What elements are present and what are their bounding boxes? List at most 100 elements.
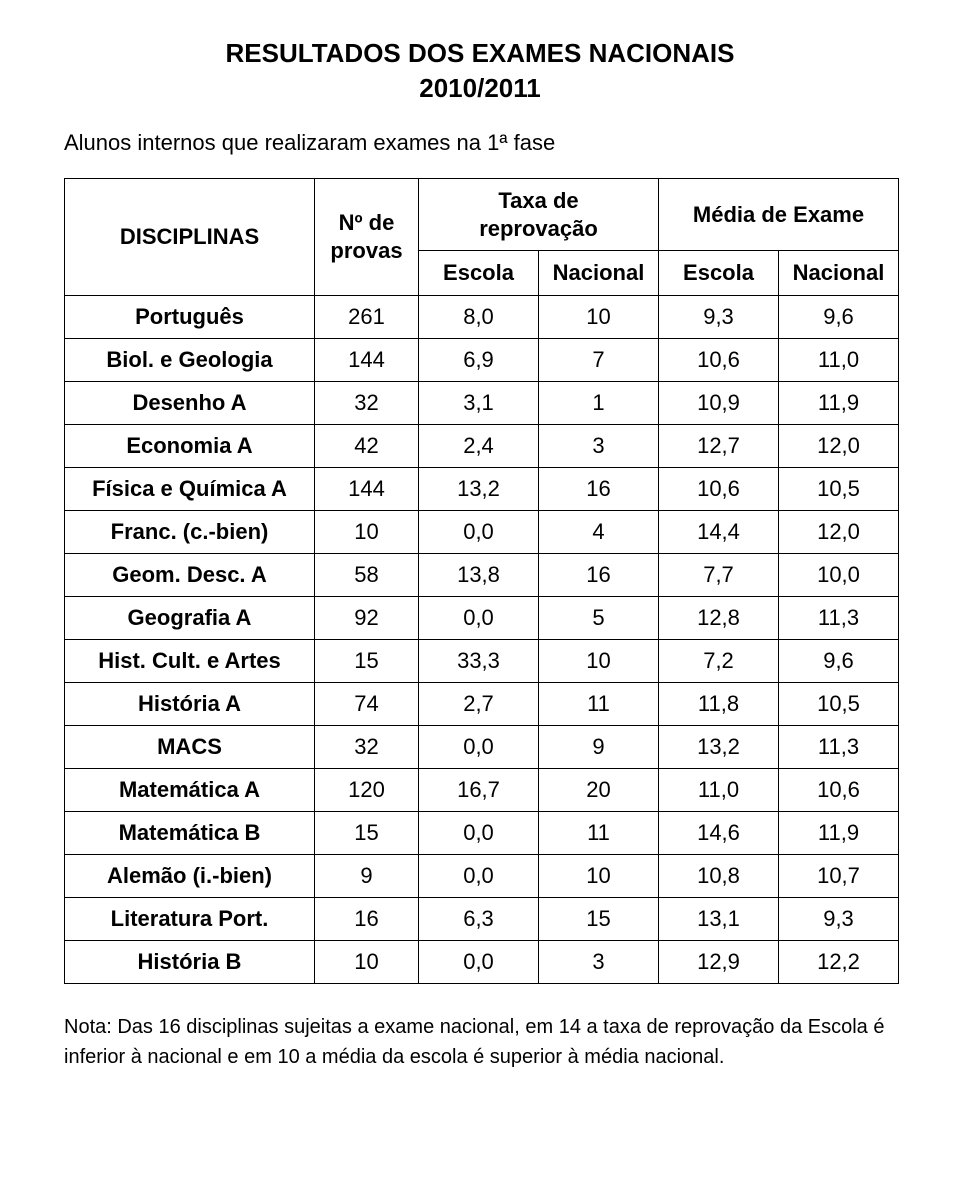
cell-taxa-nacional: 11 xyxy=(539,811,659,854)
table-row: História B100,0312,912,2 xyxy=(65,940,899,983)
cell-media-nacional: 12,0 xyxy=(779,510,899,553)
cell-media-escola: 12,7 xyxy=(659,424,779,467)
cell-media-nacional: 11,0 xyxy=(779,338,899,381)
cell-disciplina: Matemática A xyxy=(65,768,315,811)
table-row: Matemática A12016,72011,010,6 xyxy=(65,768,899,811)
cell-media-nacional: 10,7 xyxy=(779,854,899,897)
cell-disciplina: Geom. Desc. A xyxy=(65,553,315,596)
cell-n-provas: 32 xyxy=(315,725,419,768)
header-media-escola: Escola xyxy=(659,251,779,296)
cell-media-escola: 12,9 xyxy=(659,940,779,983)
header-disciplinas: DISCIPLINAS xyxy=(65,179,315,296)
table-row: Matemática B150,01114,611,9 xyxy=(65,811,899,854)
cell-taxa-escola: 0,0 xyxy=(419,596,539,639)
header-taxa-escola: Escola xyxy=(419,251,539,296)
cell-media-nacional: 11,9 xyxy=(779,811,899,854)
cell-n-provas: 10 xyxy=(315,510,419,553)
header-taxa: Taxa de reprovação xyxy=(419,179,659,251)
header-media-nacional: Nacional xyxy=(779,251,899,296)
cell-n-provas: 10 xyxy=(315,940,419,983)
cell-disciplina: História B xyxy=(65,940,315,983)
cell-media-nacional: 11,9 xyxy=(779,381,899,424)
cell-media-escola: 10,8 xyxy=(659,854,779,897)
cell-n-provas: 15 xyxy=(315,811,419,854)
cell-taxa-escola: 16,7 xyxy=(419,768,539,811)
cell-taxa-escola: 0,0 xyxy=(419,811,539,854)
cell-disciplina: Alemão (i.-bien) xyxy=(65,854,315,897)
cell-taxa-escola: 13,8 xyxy=(419,553,539,596)
cell-taxa-escola: 2,7 xyxy=(419,682,539,725)
cell-media-escola: 13,1 xyxy=(659,897,779,940)
cell-taxa-escola: 13,2 xyxy=(419,467,539,510)
cell-n-provas: 144 xyxy=(315,338,419,381)
header-taxa-nacional: Nacional xyxy=(539,251,659,296)
cell-n-provas: 42 xyxy=(315,424,419,467)
table-row: Biol. e Geologia1446,9710,611,0 xyxy=(65,338,899,381)
cell-n-provas: 58 xyxy=(315,553,419,596)
cell-media-escola: 7,7 xyxy=(659,553,779,596)
cell-n-provas: 9 xyxy=(315,854,419,897)
table-header-row-1: DISCIPLINAS Nº de provas Taxa de reprova… xyxy=(65,179,899,251)
header-media: Média de Exame xyxy=(659,179,899,251)
cell-disciplina: História A xyxy=(65,682,315,725)
cell-taxa-nacional: 9 xyxy=(539,725,659,768)
cell-disciplina: Física e Química A xyxy=(65,467,315,510)
cell-taxa-nacional: 3 xyxy=(539,424,659,467)
cell-disciplina: Português xyxy=(65,295,315,338)
table-row: Geografia A920,0512,811,3 xyxy=(65,596,899,639)
cell-media-nacional: 9,6 xyxy=(779,639,899,682)
table-row: Hist. Cult. e Artes1533,3107,29,6 xyxy=(65,639,899,682)
page-title: RESULTADOS DOS EXAMES NACIONAIS 2010/201… xyxy=(64,36,896,106)
table-row: Economia A422,4312,712,0 xyxy=(65,424,899,467)
title-line-2: 2010/2011 xyxy=(419,73,540,103)
cell-taxa-escola: 0,0 xyxy=(419,725,539,768)
table-body: Português2618,0109,39,6Biol. e Geologia1… xyxy=(65,295,899,983)
cell-taxa-nacional: 4 xyxy=(539,510,659,553)
cell-disciplina: Biol. e Geologia xyxy=(65,338,315,381)
cell-taxa-nacional: 5 xyxy=(539,596,659,639)
cell-media-escola: 12,8 xyxy=(659,596,779,639)
cell-taxa-escola: 6,9 xyxy=(419,338,539,381)
cell-media-escola: 14,4 xyxy=(659,510,779,553)
cell-taxa-nacional: 11 xyxy=(539,682,659,725)
cell-media-nacional: 12,0 xyxy=(779,424,899,467)
cell-disciplina: Hist. Cult. e Artes xyxy=(65,639,315,682)
table-row: Desenho A323,1110,911,9 xyxy=(65,381,899,424)
cell-media-nacional: 10,5 xyxy=(779,467,899,510)
cell-taxa-escola: 8,0 xyxy=(419,295,539,338)
cell-media-nacional: 10,6 xyxy=(779,768,899,811)
document-page: RESULTADOS DOS EXAMES NACIONAIS 2010/201… xyxy=(0,0,960,1192)
header-taxa-l1: Taxa de xyxy=(498,188,578,213)
cell-media-escola: 9,3 xyxy=(659,295,779,338)
cell-taxa-escola: 0,0 xyxy=(419,854,539,897)
cell-media-escola: 11,0 xyxy=(659,768,779,811)
cell-media-escola: 7,2 xyxy=(659,639,779,682)
header-taxa-l2: reprovação xyxy=(479,216,598,241)
cell-n-provas: 144 xyxy=(315,467,419,510)
cell-media-escola: 10,6 xyxy=(659,338,779,381)
header-n-provas-l1: Nº de xyxy=(339,210,395,235)
cell-taxa-nacional: 16 xyxy=(539,467,659,510)
cell-disciplina: Literatura Port. xyxy=(65,897,315,940)
cell-disciplina: Franc. (c.-bien) xyxy=(65,510,315,553)
table-row: Literatura Port.166,31513,19,3 xyxy=(65,897,899,940)
cell-media-nacional: 12,2 xyxy=(779,940,899,983)
cell-disciplina: MACS xyxy=(65,725,315,768)
cell-media-nacional: 10,0 xyxy=(779,553,899,596)
cell-media-nacional: 10,5 xyxy=(779,682,899,725)
header-n-provas-l2: provas xyxy=(330,238,402,263)
cell-media-nacional: 11,3 xyxy=(779,596,899,639)
cell-taxa-nacional: 10 xyxy=(539,639,659,682)
cell-media-escola: 13,2 xyxy=(659,725,779,768)
table-head: DISCIPLINAS Nº de provas Taxa de reprova… xyxy=(65,179,899,296)
cell-n-provas: 120 xyxy=(315,768,419,811)
table-row: História A742,71111,810,5 xyxy=(65,682,899,725)
cell-media-nacional: 11,3 xyxy=(779,725,899,768)
cell-n-provas: 16 xyxy=(315,897,419,940)
cell-taxa-nacional: 7 xyxy=(539,338,659,381)
cell-taxa-nacional: 15 xyxy=(539,897,659,940)
cell-n-provas: 74 xyxy=(315,682,419,725)
table-row: MACS320,0913,211,3 xyxy=(65,725,899,768)
cell-taxa-nacional: 1 xyxy=(539,381,659,424)
cell-n-provas: 261 xyxy=(315,295,419,338)
